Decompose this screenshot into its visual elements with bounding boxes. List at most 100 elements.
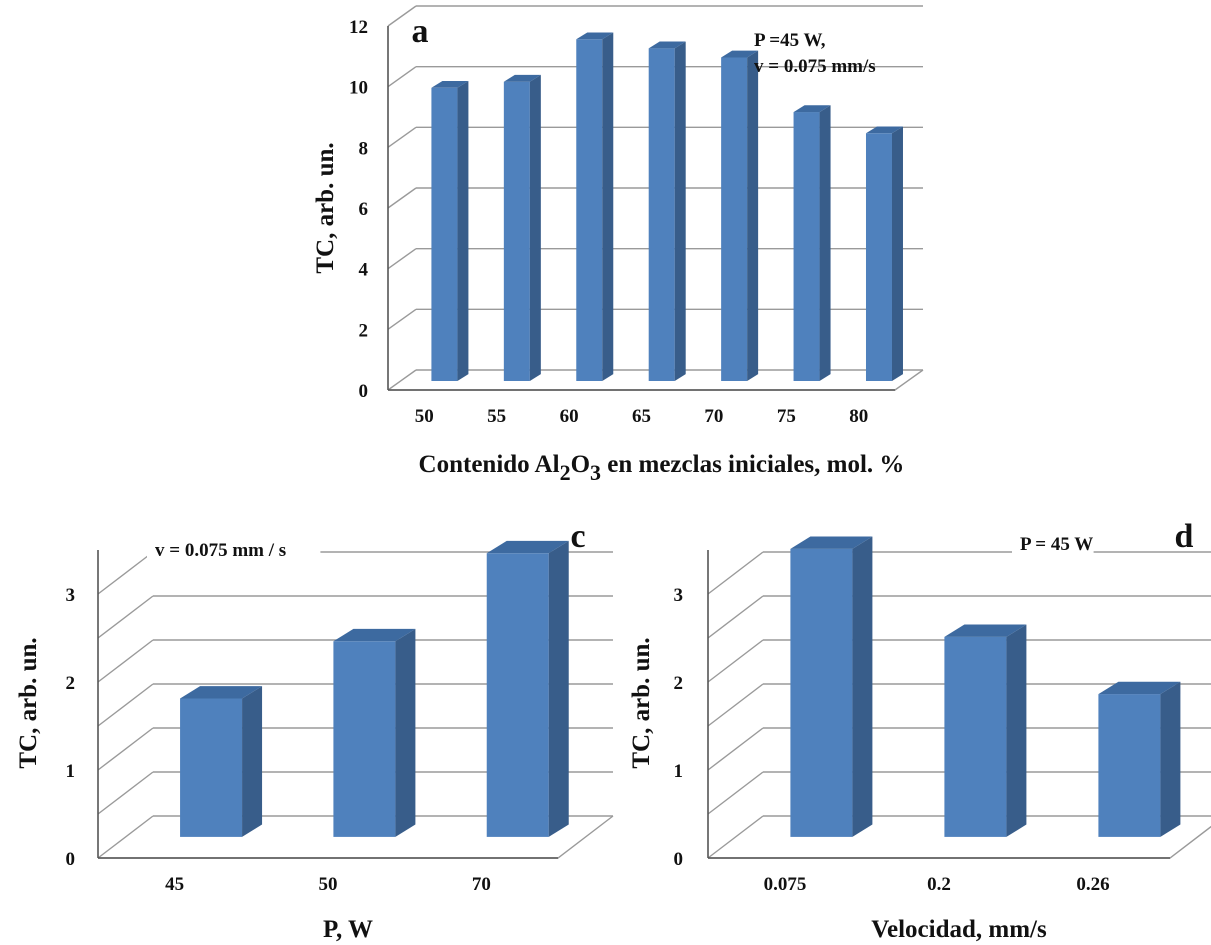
bar-side [529,74,541,381]
x-tick-label: 60 [560,406,579,427]
x-tick-label: 80 [849,406,868,427]
x-tick-label: 0.26 [1076,874,1109,895]
y-axis-title: TC, arb. un. [15,637,42,768]
y-axis-title: TC, arb. un. [312,142,339,273]
gridline-depth [387,126,417,148]
gridline-depth [707,771,764,815]
x-tick-label: 70 [704,406,723,427]
gridline-depth [97,727,154,771]
y-tick-label: 2 [674,673,684,694]
gridline-depth [707,727,764,771]
bar-top [944,624,1027,637]
annotation-bg [1012,530,1094,556]
gridline-depth [387,66,417,88]
x-tick-label: 0.075 [764,874,807,895]
chart-panel-a: 0 2 4 6 8 10 12 50 55 60 65 70 75 80 TC, arb. un. Conte… [312,5,924,485]
y-tick-label: 12 [349,17,368,38]
annotation: v = 0.075 mm/s [754,56,876,77]
x-tick-label: 70 [472,874,491,895]
y-tick-label: 0 [674,849,684,870]
bar-top [1098,681,1181,695]
x-axis-title: P, W [323,916,373,943]
gridline-depth [387,248,417,270]
chart-panel-d: 0 1 2 3 0.075 0.2 0.26 TC, arb. un. Velocidad, m… [628,518,1211,943]
x-tick-label: 55 [487,406,506,427]
gridline-depth [97,771,154,815]
x-axis-title-part: O [571,451,590,478]
bar-side [1006,624,1027,837]
bar-side [747,50,759,381]
bar-top [648,41,686,49]
bar [180,698,243,837]
bar-side [819,105,831,381]
gridline-depth [387,308,417,330]
bar [1098,694,1161,837]
gridline-depth [707,683,764,727]
bar-side [602,32,614,382]
y-tick-label: 2 [66,673,76,694]
gridline-depth [707,595,764,639]
x-tick-label: 50 [415,406,434,427]
y-tick-label: 0 [359,381,369,402]
bar [648,48,675,381]
y-tick-label: 1 [674,761,684,782]
gridline-depth [387,369,417,391]
bar-top [180,686,263,699]
x-tick-label: 65 [632,406,651,427]
x-axis-title-part: Contenido Al [419,451,560,478]
bar [333,641,396,837]
y-tick-label: 1 [66,761,76,782]
gridline-depth [707,815,764,859]
y-axis-title: TC, arb. un. [628,637,655,768]
x-axis-title: Velocidad, mm/s [871,916,1047,943]
bar-side [1160,681,1181,837]
x-axis-title-part: en mezclas iniciales, mol. % [601,451,904,478]
gridline-depth [97,595,154,639]
chart-panel-c: 0 1 2 3 45 50 70 TC, arb. un. P, W c v = 0.075 mm … [15,518,614,943]
bar [865,133,892,381]
bar [721,57,748,381]
x-tick-label: 75 [777,406,796,427]
annotation: P =45 W, [754,30,826,51]
bar [503,81,530,381]
bar-top [721,50,759,58]
bar-side [457,80,469,381]
bar-top [333,628,416,642]
y-tick-label: 6 [359,199,369,220]
x-tick-label: 45 [165,874,184,895]
annotation: v = 0.075 mm / s [155,540,286,561]
gridline-depth [387,187,417,209]
x-axis-title: Contenido Al2O3 en mezclas iniciales, mo… [419,451,905,485]
gridline-depth [97,683,154,727]
bar-top [865,126,903,134]
y-tick-label: 3 [674,585,684,606]
annotation-bg [147,536,321,562]
subscript: 2 [560,460,571,485]
gridline-depth [97,815,154,859]
bar [431,87,458,382]
x-tick-label: 50 [319,874,338,895]
bar-side [891,126,903,381]
bar-top [576,32,614,40]
panel-letter: c [570,518,585,555]
bar-side [548,540,569,837]
bar [944,636,1007,837]
bar-side [242,686,263,837]
y-tick-label: 10 [349,78,368,99]
subscript: 3 [590,460,601,485]
gridline-depth [97,551,154,595]
annotation: P = 45 W [1020,534,1093,555]
bar-top [486,540,569,554]
panel-letter: a [412,13,429,50]
bar [790,548,853,837]
bar [576,39,603,382]
gridline-depth [387,5,417,27]
bar-top [790,536,873,549]
gridline-depth [707,639,764,683]
bar-top [793,105,831,113]
bar-top [431,80,469,88]
bar [793,112,820,382]
panel-letter: d [1175,518,1194,555]
bar-side [852,536,873,837]
